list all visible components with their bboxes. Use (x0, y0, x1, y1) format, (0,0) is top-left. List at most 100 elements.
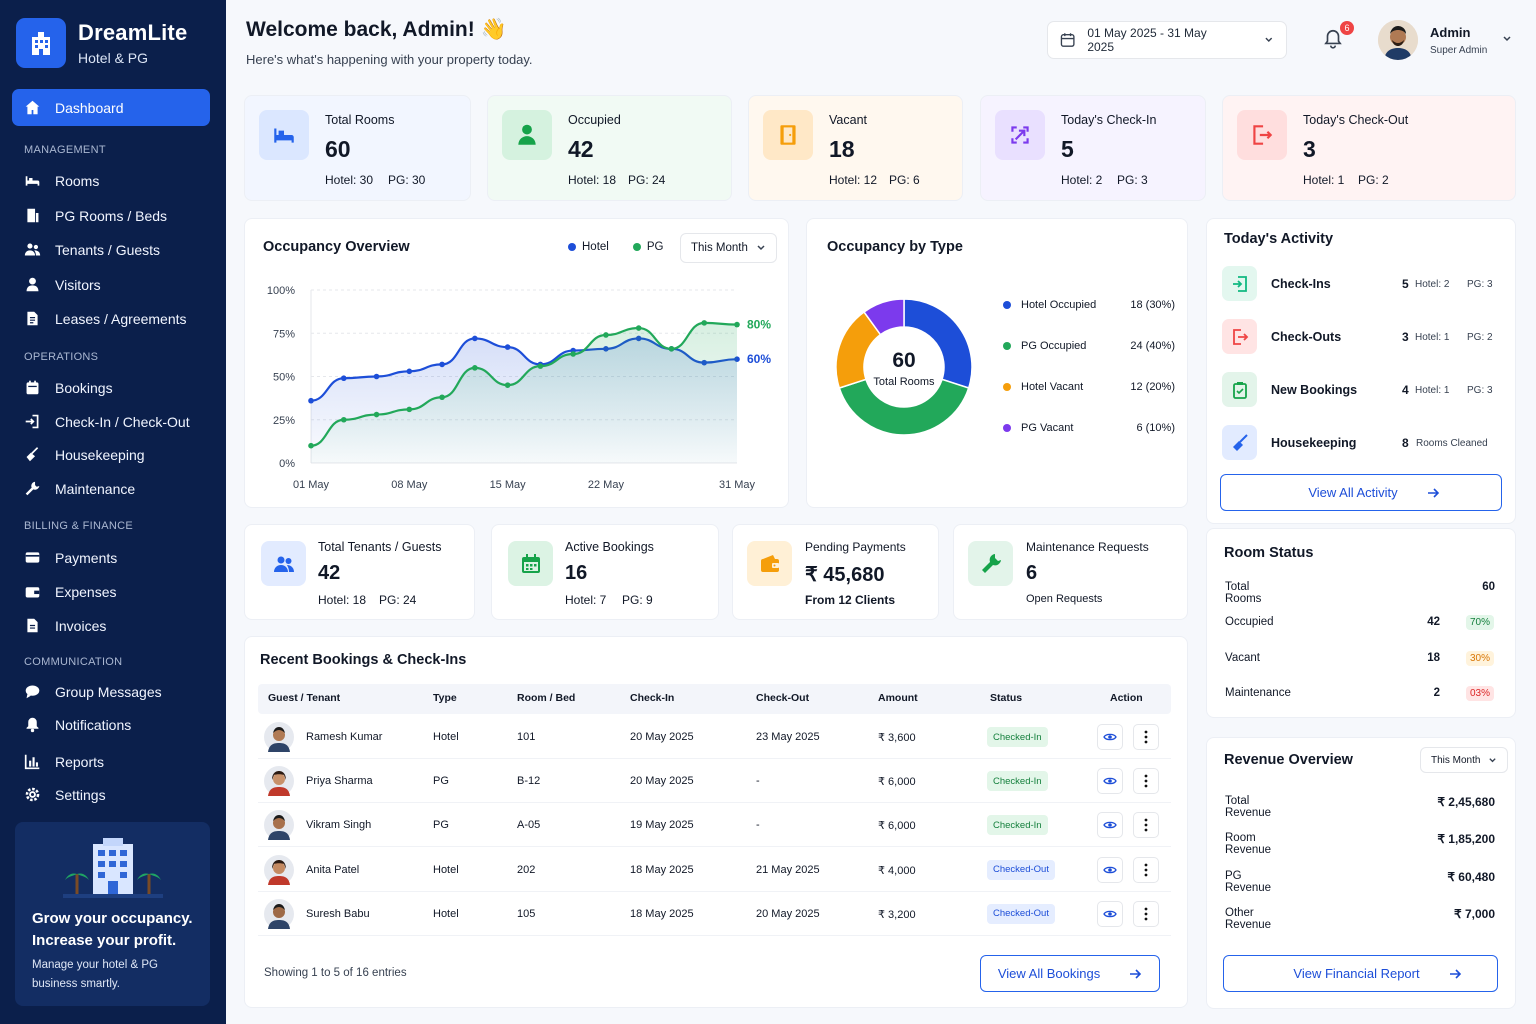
chevron-down-icon[interactable] (1502, 34, 1512, 44)
nav-item-housekeeping[interactable]: Housekeeping (24, 446, 145, 463)
legend-value: 12 (20%) (1130, 381, 1175, 393)
activity-item-housekeeping[interactable]: Housekeeping 8 Rooms Cleaned (1222, 425, 1502, 461)
hotel-logo-icon (16, 18, 66, 68)
date-range-picker[interactable]: 01 May 2025 - 31 May 2025 (1047, 21, 1287, 59)
door-icon (763, 110, 813, 160)
metric-card-active-bookings[interactable]: Active Bookings 16 Hotel: 7 PG: 9 (491, 524, 719, 620)
user-avatar[interactable] (1378, 20, 1418, 60)
nav-item-invoices[interactable]: Invoices (24, 617, 106, 634)
column-header: Amount (878, 692, 918, 704)
nav-label: Reports (55, 753, 105, 770)
user-icon (502, 110, 552, 160)
guest-name: Suresh Babu (306, 907, 370, 920)
stat-card-vacant[interactable]: Vacant 18 Hotel: 12 PG: 6 (748, 95, 963, 201)
nav-item-settings[interactable]: Settings (24, 786, 106, 803)
wallet-icon (747, 541, 792, 586)
nav-item-reports[interactable]: Reports (24, 753, 104, 770)
status-badge: Checked-In (987, 771, 1048, 792)
view-button[interactable] (1097, 900, 1123, 927)
nav-item-tenants[interactable]: Tenants / Guests (24, 241, 160, 258)
y-tick-label: 100% (267, 285, 295, 297)
more-options-button[interactable] (1133, 900, 1159, 927)
activity-name: Check-Outs (1271, 330, 1342, 344)
nav-item-leases[interactable]: Leases / Agreements (24, 310, 187, 327)
check-in-date: 18 May 2025 (630, 907, 694, 920)
stat-card-checkout[interactable]: Today's Check-Out 3 Hotel: 1 PG: 2 (1222, 95, 1516, 201)
metric-card-maintenance[interactable]: Maintenance Requests 6 Open Requests (953, 524, 1188, 620)
x-tick-label: 31 May (719, 479, 756, 491)
more-options-button[interactable] (1133, 768, 1159, 795)
nav-label: Notifications (55, 716, 132, 733)
stat-card-occupied[interactable]: Occupied 42 Hotel: 18 PG: 24 (487, 95, 732, 201)
nav-item-maintenance[interactable]: Maintenance (24, 480, 135, 497)
period-dropdown[interactable]: This Month (680, 233, 777, 263)
activity-item-new-bookings[interactable]: New Bookings 4 Hotel: 1 PG: 3 (1222, 372, 1502, 408)
column-header: Check-In (630, 692, 675, 704)
nav-item-group-messages[interactable]: Group Messages (24, 683, 162, 700)
view-button[interactable] (1097, 724, 1123, 750)
brand[interactable]: DreamLite Hotel & PG (16, 18, 187, 68)
metric-card-tenants[interactable]: Total Tenants / Guests 42 Hotel: 18 PG: … (244, 524, 475, 620)
bar-chart-icon (24, 754, 40, 770)
more-options-button[interactable] (1133, 724, 1159, 750)
nav-item-visitors[interactable]: Visitors (24, 276, 101, 293)
button-label: View Financial Report (1293, 966, 1420, 981)
view-financial-report-button[interactable]: View Financial Report (1223, 955, 1498, 992)
view-button[interactable] (1097, 768, 1123, 795)
donut-slice-pg-vacant (862, 298, 905, 336)
card-title: Room Status (1224, 545, 1314, 561)
nav-label: Housekeeping (55, 446, 145, 463)
y-tick-label: 25% (273, 415, 295, 427)
donut-center-value: 60 (892, 349, 916, 372)
brand-name: DreamLite (78, 20, 188, 45)
chevron-down-icon (1489, 757, 1497, 762)
sidebar: DreamLite Hotel & PG Dashboard MANAGEMEN… (0, 0, 226, 1024)
booking-type: Hotel (433, 907, 459, 920)
view-button[interactable] (1097, 856, 1123, 883)
promo-card: Grow your occupancy. Increase your profi… (15, 822, 210, 1006)
dropdown-value: This Month (1431, 754, 1481, 766)
amount: ₹ 4,000 (878, 864, 916, 877)
status-badge: Checked-Out (987, 859, 1055, 880)
data-point-pg (373, 411, 380, 418)
view-button[interactable] (1097, 812, 1123, 839)
data-point-pg (635, 325, 642, 331)
nav-item-checkin[interactable]: Check-In / Check-Out (24, 413, 190, 430)
stat-card-total-rooms[interactable]: Total Rooms 60 Hotel: 30 PG: 30 (244, 95, 471, 201)
notifications-button[interactable] (1322, 28, 1344, 55)
legend-label: Hotel Vacant (1021, 381, 1084, 393)
nav-item-rooms[interactable]: Rooms (24, 172, 99, 189)
view-all-activity-button[interactable]: View All Activity (1220, 474, 1502, 511)
kebab-menu-icon (1144, 774, 1148, 788)
activity-sub: Rooms Cleaned (1416, 438, 1488, 449)
table-row[interactable]: Anita Patel Hotel 202 18 May 2025 21 May… (258, 848, 1171, 892)
nav-item-notifications[interactable]: Notifications (24, 716, 131, 733)
activity-sub: Hotel: 2 (1415, 279, 1450, 290)
activity-item-check-ins[interactable]: Check-Ins 5 Hotel: 2 PG: 3 (1222, 266, 1502, 302)
booking-type: PG (433, 819, 449, 832)
series-line-pg (310, 321, 738, 447)
table-row[interactable]: Suresh Babu Hotel 105 18 May 2025 20 May… (258, 892, 1171, 936)
nav-item-pg-rooms[interactable]: PG Rooms / Beds (24, 207, 167, 224)
activity-item-check-outs[interactable]: Check-Outs 3 Hotel: 1 PG: 2 (1222, 319, 1502, 355)
stat-hotel: Hotel: 1 (1303, 173, 1345, 187)
kebab-menu-icon (1144, 907, 1148, 921)
stat-card-checkin[interactable]: Today's Check-In 5 Hotel: 2 PG: 3 (980, 95, 1206, 201)
nav-item-dashboard[interactable]: Dashboard (12, 89, 210, 126)
button-label: View All Activity (1308, 485, 1398, 500)
nav-item-payments[interactable]: Payments (24, 549, 117, 566)
nav-item-bookings[interactable]: Bookings (24, 379, 113, 396)
room-status-percent: 30% (1466, 650, 1495, 666)
calendar-icon (508, 541, 553, 586)
table-row[interactable]: Ramesh Kumar Hotel 101 20 May 2025 23 Ma… (258, 715, 1171, 759)
table-row[interactable]: Vikram Singh PG A-05 19 May 2025 - ₹ 6,0… (258, 803, 1171, 848)
more-options-button[interactable] (1133, 856, 1159, 883)
guest-name: Ramesh Kumar (306, 731, 383, 743)
nav-item-expenses[interactable]: Expenses (24, 583, 116, 600)
view-all-bookings-button[interactable]: View All Bookings (980, 955, 1160, 992)
promo-subtitle: Manage your hotel & PG business smartly. (32, 959, 158, 990)
metric-card-pending-payments[interactable]: Pending Payments ₹ 45,680 From 12 Client… (732, 524, 939, 620)
revenue-period-dropdown[interactable]: This Month (1420, 747, 1509, 773)
table-row[interactable]: Priya Sharma PG B-12 20 May 2025 - ₹ 6,0… (258, 759, 1171, 804)
more-options-button[interactable] (1133, 812, 1159, 839)
